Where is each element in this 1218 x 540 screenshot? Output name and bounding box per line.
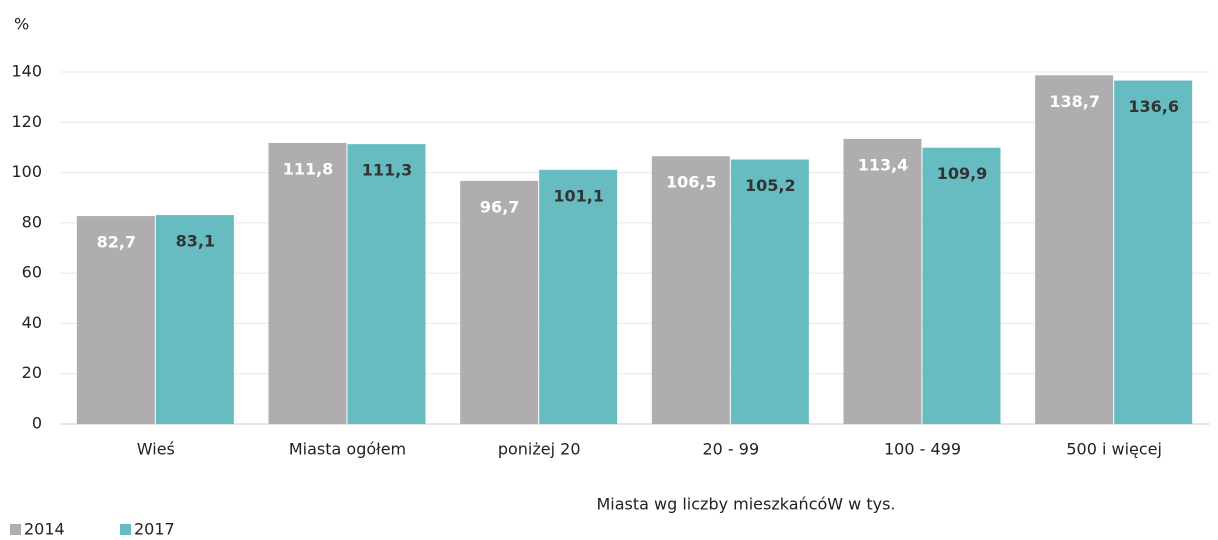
value-label: 113,4 — [858, 155, 909, 174]
y-tick-label: 20 — [22, 363, 42, 382]
legend-label: 2014 — [24, 520, 65, 539]
value-label: 136,6 — [1128, 97, 1179, 116]
bar — [843, 138, 922, 424]
value-label: 82,7 — [97, 233, 136, 252]
x-tick-label: Wieś — [137, 440, 175, 459]
bar — [268, 142, 347, 424]
legend-swatch — [10, 524, 21, 535]
value-label: 83,1 — [176, 232, 215, 251]
x-tick-label: poniżej 20 — [498, 440, 581, 459]
bar — [1035, 75, 1114, 425]
y-tick-label: 120 — [11, 112, 42, 131]
bar — [539, 169, 618, 424]
value-label: 109,9 — [937, 164, 988, 183]
y-tick-label: 60 — [22, 263, 42, 282]
x-tick-label: 500 i więcej — [1066, 440, 1162, 459]
bar — [1114, 80, 1193, 424]
bar — [347, 144, 426, 424]
bar — [76, 216, 155, 424]
x-tick-label: 100 - 499 — [884, 440, 961, 459]
y-tick-label: 140 — [11, 62, 42, 81]
x-tick-label: Miasta ogółem — [289, 440, 406, 459]
bar — [730, 159, 809, 425]
value-label: 111,3 — [362, 161, 413, 180]
value-label: 138,7 — [1049, 92, 1100, 111]
value-label: 101,1 — [553, 186, 604, 205]
x-tick-label: 20 - 99 — [702, 440, 759, 459]
bar — [460, 180, 539, 424]
bar — [155, 215, 234, 424]
bar — [922, 147, 1001, 424]
y-unit: % — [14, 15, 29, 34]
legend-label: 2017 — [134, 520, 175, 539]
y-tick-label: 0 — [32, 414, 42, 433]
value-label: 105,2 — [745, 176, 796, 195]
y-tick-label: 80 — [22, 212, 42, 231]
x-axis-label: Miasta wg liczby mieszkańcóW w tys. — [596, 495, 895, 514]
y-tick-label: 100 — [11, 162, 42, 181]
value-label: 106,5 — [666, 173, 717, 192]
value-label: 111,8 — [283, 159, 334, 178]
bar — [651, 156, 730, 424]
value-label: 96,7 — [480, 197, 519, 216]
y-tick-label: 40 — [22, 313, 42, 332]
legend-swatch — [120, 524, 131, 535]
